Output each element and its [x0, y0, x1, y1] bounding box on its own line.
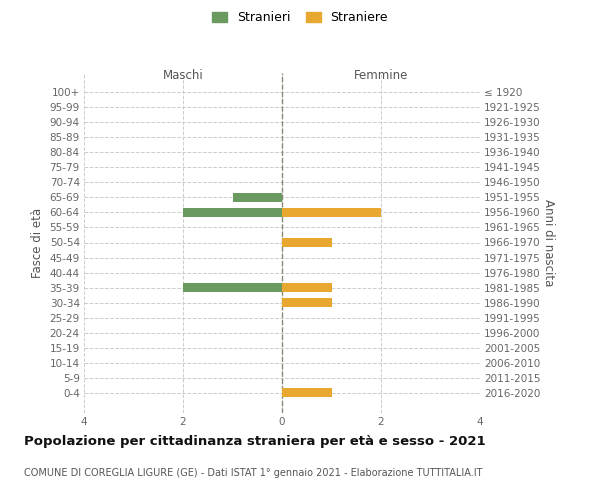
Y-axis label: Anni di nascita: Anni di nascita [542, 199, 555, 286]
Bar [183, 283, 282, 292]
Bar [282, 283, 331, 292]
Bar [282, 298, 331, 307]
Y-axis label: Fasce di età: Fasce di età [31, 208, 44, 278]
Bar [183, 208, 282, 217]
Text: COMUNE DI COREGLIA LIGURE (GE) - Dati ISTAT 1° gennaio 2021 - Elaborazione TUTTI: COMUNE DI COREGLIA LIGURE (GE) - Dati IS… [24, 468, 482, 477]
Text: Popolazione per cittadinanza straniera per età e sesso - 2021: Popolazione per cittadinanza straniera p… [24, 435, 485, 448]
Bar [282, 388, 331, 397]
Bar [282, 208, 381, 217]
Bar [282, 238, 331, 247]
Legend: Stranieri, Straniere: Stranieri, Straniere [207, 6, 393, 29]
Text: Maschi: Maschi [163, 69, 203, 82]
Text: Femmine: Femmine [354, 69, 408, 82]
Bar [233, 193, 282, 202]
